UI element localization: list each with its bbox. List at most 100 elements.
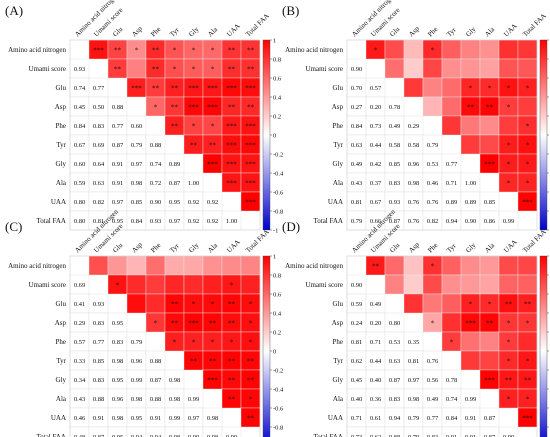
- significance-mark: ***: [245, 199, 256, 207]
- correlation-value: 0.83: [389, 396, 400, 403]
- correlation-value: 0.69: [93, 142, 104, 149]
- heatmap-cell: [479, 58, 500, 79]
- heatmap-cell: [422, 77, 443, 98]
- significance-mark: ***: [188, 104, 199, 112]
- significance-mark: **: [247, 47, 255, 55]
- row-label: Total FAA: [313, 217, 343, 225]
- correlation-value: 0.90: [351, 282, 362, 289]
- correlation-value: 0.83: [93, 123, 104, 130]
- row-label: UAA: [328, 414, 343, 422]
- correlation-value: 0.62: [351, 358, 362, 365]
- correlation-value: 0.60: [131, 123, 142, 130]
- heatmap-cell: [107, 255, 128, 276]
- correlation-value: 0.98: [169, 434, 180, 437]
- heatmap-cell: [403, 274, 424, 295]
- correlation-value: 0.67: [370, 199, 382, 206]
- panel-label: (B): [282, 3, 299, 18]
- correlation-value: 0.29: [408, 123, 419, 130]
- correlation-value: 0.88: [93, 396, 104, 403]
- correlation-value: 0.99: [503, 218, 514, 225]
- heatmap-cell: [145, 274, 166, 295]
- significance-mark: *: [173, 47, 177, 55]
- correlation-value: 0.40: [351, 396, 362, 403]
- significance-mark: *: [526, 396, 530, 404]
- correlation-value: 0.80: [389, 320, 400, 327]
- correlation-value: 0.97: [169, 218, 181, 225]
- colorbar-tick-label: 0.8: [273, 56, 281, 63]
- correlation-value: 0.87: [150, 377, 162, 384]
- correlation-value: 0.43: [351, 180, 362, 187]
- heatmap-cell: [126, 274, 147, 295]
- heatmap-cell: [384, 58, 405, 79]
- correlation-value: 0.81: [408, 358, 419, 365]
- correlation-value: 0.74: [150, 161, 162, 168]
- significance-mark: **: [228, 66, 236, 74]
- correlation-value: 0.83: [93, 377, 104, 384]
- correlation-value: 0.73: [370, 123, 381, 130]
- heatmap-cell: [498, 39, 519, 60]
- correlation-value: 0.43: [74, 396, 85, 403]
- row-label: Total FAA: [36, 217, 66, 225]
- correlation-value: 0.40: [370, 377, 381, 384]
- significance-mark: **: [190, 142, 198, 150]
- correlation-value: 0.57: [74, 339, 86, 346]
- correlation-value: 0.87: [112, 142, 124, 149]
- correlation-value: 0.71: [446, 180, 457, 187]
- heatmap-cell: [126, 255, 147, 276]
- significance-mark: ***: [226, 180, 237, 188]
- row-label: UAA: [51, 198, 66, 206]
- row-label: Ala: [56, 395, 67, 403]
- column-label: Glu: [388, 241, 401, 254]
- heatmap-cell: [221, 255, 242, 276]
- colorbar: [262, 255, 271, 437]
- significance-mark: *: [526, 358, 530, 366]
- panel-label: (C): [5, 219, 22, 234]
- correlation-value: 0.89: [465, 199, 476, 206]
- significance-mark: **: [228, 301, 236, 309]
- heatmap-cell: [517, 274, 538, 295]
- correlation-value: 0.88: [389, 434, 400, 437]
- heatmap-frame: [346, 39, 538, 231]
- correlation-value: 0.42: [370, 161, 381, 168]
- correlation-value: 0.63: [93, 180, 104, 187]
- correlation-value: 0.96: [131, 358, 143, 365]
- significance-mark: ***: [522, 415, 533, 423]
- significance-mark: **: [114, 47, 122, 55]
- significance-mark: **: [209, 142, 217, 150]
- heatmap-cell: [517, 39, 538, 60]
- correlation-value: 0.92: [188, 218, 199, 225]
- row-label: Phe: [56, 122, 67, 130]
- correlation-value: 0.76: [427, 358, 439, 365]
- heatmap-cell: [403, 293, 424, 314]
- heatmap-cell: [403, 39, 424, 60]
- significance-mark: **: [247, 377, 255, 385]
- column-label: Tyr: [168, 241, 181, 254]
- correlation-value: 0.96: [408, 161, 420, 168]
- correlation-value: 0.71: [351, 415, 362, 422]
- column-label: Tyr: [445, 25, 458, 38]
- significance-mark: **: [152, 47, 160, 55]
- heatmap-cell: [183, 255, 204, 276]
- heatmap-cell: [479, 39, 500, 60]
- column-label: Gly: [187, 25, 200, 38]
- correlation-value: 0.80: [74, 218, 85, 225]
- significance-mark: **: [171, 123, 179, 131]
- correlation-value: 0.79: [408, 434, 419, 437]
- correlation-value: 0.57: [370, 85, 382, 92]
- correlation-value: 0.93: [74, 66, 85, 73]
- correlation-value: 0.96: [112, 396, 124, 403]
- correlation-value: 0.36: [370, 396, 382, 403]
- row-label: Amino acid nitrogen: [285, 262, 343, 270]
- colorbar-tick-label: -0.8: [273, 424, 283, 431]
- significance-mark: ***: [522, 199, 533, 207]
- significance-mark: *: [488, 301, 492, 309]
- panel-label: (A): [5, 3, 23, 18]
- panel-label: (D): [282, 219, 300, 234]
- column-label: Gly: [464, 241, 477, 254]
- column-label: UAA: [225, 22, 241, 38]
- correlation-value: 1.00: [226, 218, 237, 225]
- correlation-value: 0.87: [389, 218, 401, 225]
- heatmap-cell: [479, 134, 500, 155]
- significance-mark: *: [374, 47, 378, 55]
- correlation-value: 0.49: [389, 123, 400, 130]
